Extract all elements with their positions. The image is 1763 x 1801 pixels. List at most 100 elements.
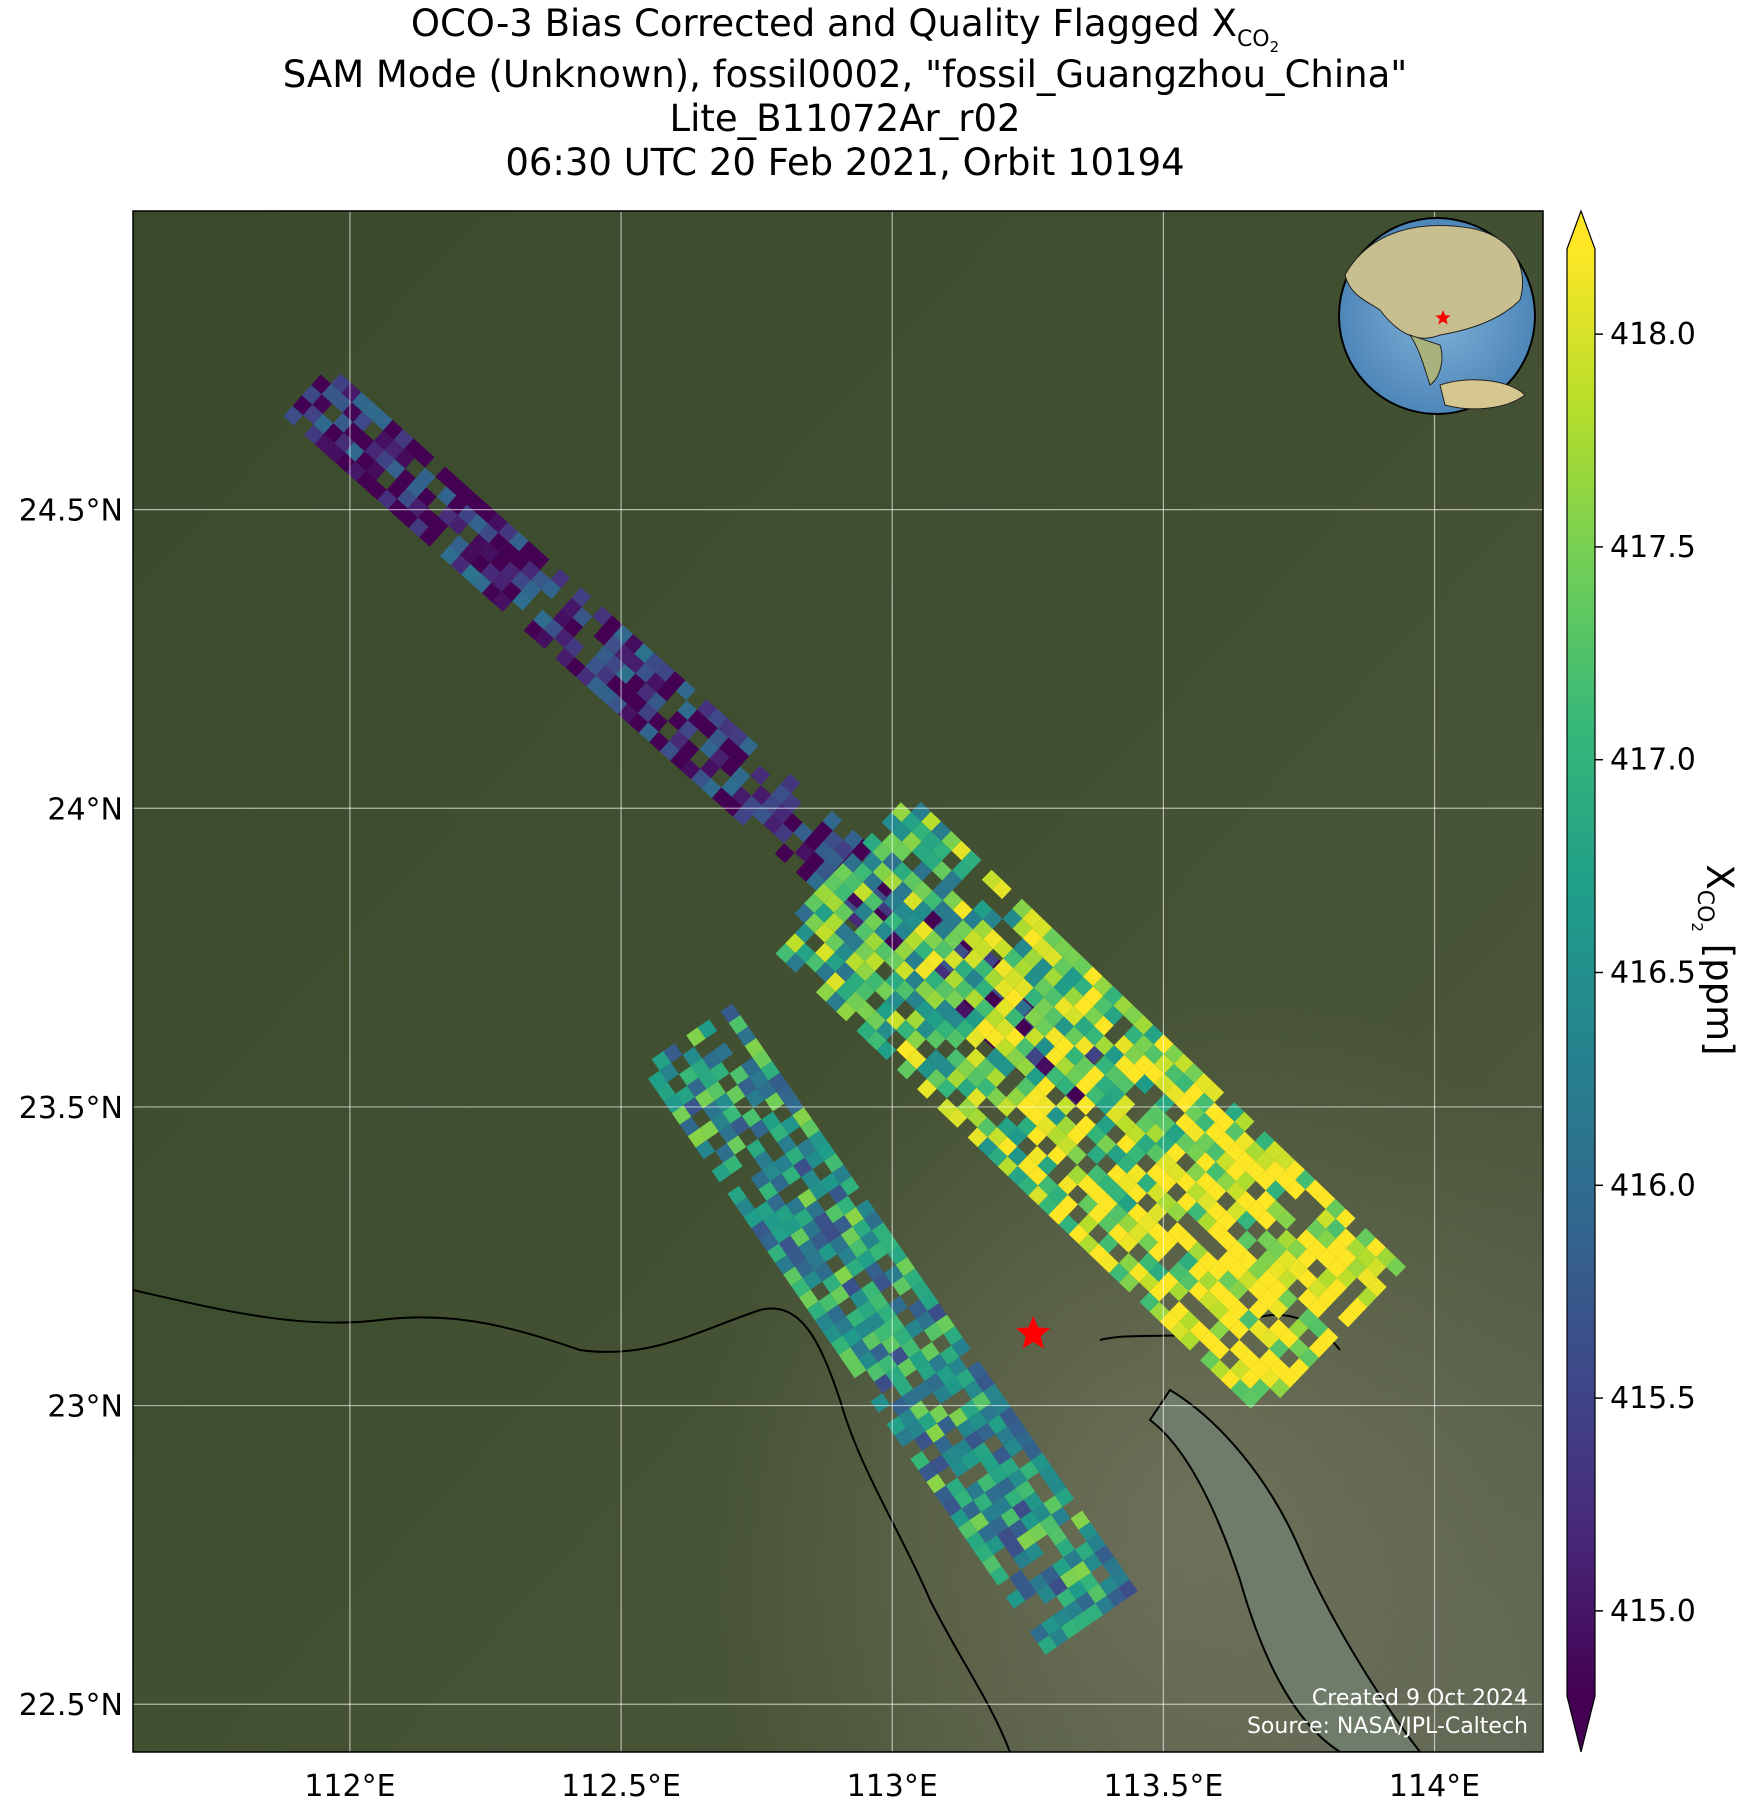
footprint bbox=[729, 746, 750, 767]
footprint bbox=[1157, 1192, 1177, 1213]
footprint bbox=[932, 860, 952, 881]
footprint bbox=[801, 1219, 822, 1240]
footprint bbox=[993, 938, 1013, 959]
footprint bbox=[903, 1268, 924, 1288]
footprint bbox=[736, 1026, 757, 1046]
footprint bbox=[832, 1215, 853, 1235]
footprint bbox=[1366, 1237, 1386, 1258]
footprint bbox=[800, 1118, 820, 1139]
footprint bbox=[1173, 1053, 1194, 1074]
globe-land-australia bbox=[1439, 379, 1526, 410]
footprint bbox=[1248, 1299, 1269, 1320]
footprint bbox=[415, 467, 436, 488]
footprint bbox=[881, 1334, 901, 1355]
footprint bbox=[989, 1566, 1010, 1586]
footprint bbox=[1053, 957, 1073, 977]
footprint bbox=[976, 1422, 996, 1443]
footprint bbox=[1255, 1170, 1276, 1191]
footprint bbox=[1218, 1290, 1239, 1311]
footprint bbox=[922, 851, 942, 871]
footprint bbox=[419, 526, 439, 547]
footprint bbox=[750, 765, 771, 786]
footprint bbox=[1206, 1161, 1226, 1182]
footprint bbox=[602, 615, 623, 636]
footprint bbox=[470, 553, 491, 574]
footprint bbox=[848, 1238, 869, 1258]
footprint bbox=[1117, 1173, 1137, 1194]
map-frame bbox=[132, 210, 1544, 1753]
footprint bbox=[1096, 1114, 1116, 1135]
footprint bbox=[1257, 1230, 1277, 1250]
footprint bbox=[965, 1048, 986, 1068]
footprint bbox=[893, 1377, 914, 1397]
footprint bbox=[1038, 1195, 1059, 1215]
footprint bbox=[911, 821, 932, 842]
footprint bbox=[869, 1292, 889, 1312]
footprint bbox=[923, 930, 944, 951]
footprint bbox=[814, 1262, 834, 1282]
footprint bbox=[342, 402, 363, 423]
footprint bbox=[1225, 1141, 1246, 1162]
footprint bbox=[947, 1357, 968, 1377]
footprint bbox=[1226, 1181, 1246, 1201]
footprint bbox=[965, 1028, 986, 1049]
footprint bbox=[404, 438, 424, 459]
footprint bbox=[891, 822, 912, 842]
footprint bbox=[951, 840, 972, 861]
footprint bbox=[875, 980, 896, 1001]
footprint bbox=[1084, 1025, 1104, 1046]
lat-tick-label: 24°N bbox=[47, 792, 123, 827]
footprint bbox=[1026, 1106, 1047, 1127]
footprint bbox=[1022, 1441, 1043, 1461]
footprint bbox=[1184, 1102, 1205, 1123]
footprint bbox=[680, 759, 701, 780]
footprint bbox=[870, 1393, 891, 1413]
footprint bbox=[490, 552, 510, 573]
footprint bbox=[762, 1212, 783, 1232]
footprint bbox=[634, 643, 654, 664]
footprint bbox=[396, 468, 416, 489]
footprint bbox=[770, 1173, 790, 1193]
footprint bbox=[637, 702, 658, 723]
footprint bbox=[858, 1350, 878, 1371]
footprint bbox=[914, 1431, 934, 1451]
footprint bbox=[1195, 1112, 1215, 1133]
footprint bbox=[1276, 1209, 1297, 1230]
footprint bbox=[842, 852, 863, 873]
footprint bbox=[904, 1318, 924, 1339]
footprint bbox=[1116, 1153, 1137, 1174]
footprint bbox=[1022, 908, 1043, 929]
footprint bbox=[767, 1243, 787, 1263]
footprint bbox=[1288, 1318, 1309, 1339]
footprint bbox=[751, 1220, 771, 1240]
lon-tick-label: 112°E bbox=[304, 1769, 395, 1801]
footprint bbox=[986, 1067, 1006, 1088]
footprint bbox=[1176, 1192, 1197, 1212]
footprint bbox=[945, 1028, 966, 1049]
footprint bbox=[1006, 1087, 1027, 1107]
footprint bbox=[863, 911, 884, 932]
footprint bbox=[1020, 1511, 1040, 1531]
footprint bbox=[1225, 1161, 1246, 1182]
lat-tick-label: 23°N bbox=[47, 1390, 123, 1425]
footprint bbox=[1178, 1271, 1199, 1292]
footprint bbox=[943, 929, 964, 950]
footprint bbox=[656, 1082, 676, 1102]
footprint bbox=[500, 561, 521, 582]
footprint bbox=[956, 1419, 976, 1439]
footprint bbox=[1032, 937, 1053, 958]
footprint bbox=[1356, 1247, 1377, 1268]
footprint bbox=[817, 1242, 838, 1263]
footprint bbox=[1215, 1151, 1236, 1172]
footprint bbox=[697, 1019, 718, 1039]
footprint bbox=[790, 1227, 810, 1247]
footprint bbox=[346, 461, 366, 482]
footprint bbox=[941, 1446, 961, 1466]
footprint bbox=[821, 1223, 841, 1243]
footprint bbox=[592, 606, 613, 626]
latitude-tick-labels: 22.5°N 23°N 23.5°N 24°N 24.5°N bbox=[19, 494, 123, 1724]
footprint bbox=[1145, 1123, 1166, 1144]
footprint bbox=[926, 1049, 947, 1069]
footprint bbox=[952, 900, 973, 920]
footprint bbox=[951, 860, 972, 881]
